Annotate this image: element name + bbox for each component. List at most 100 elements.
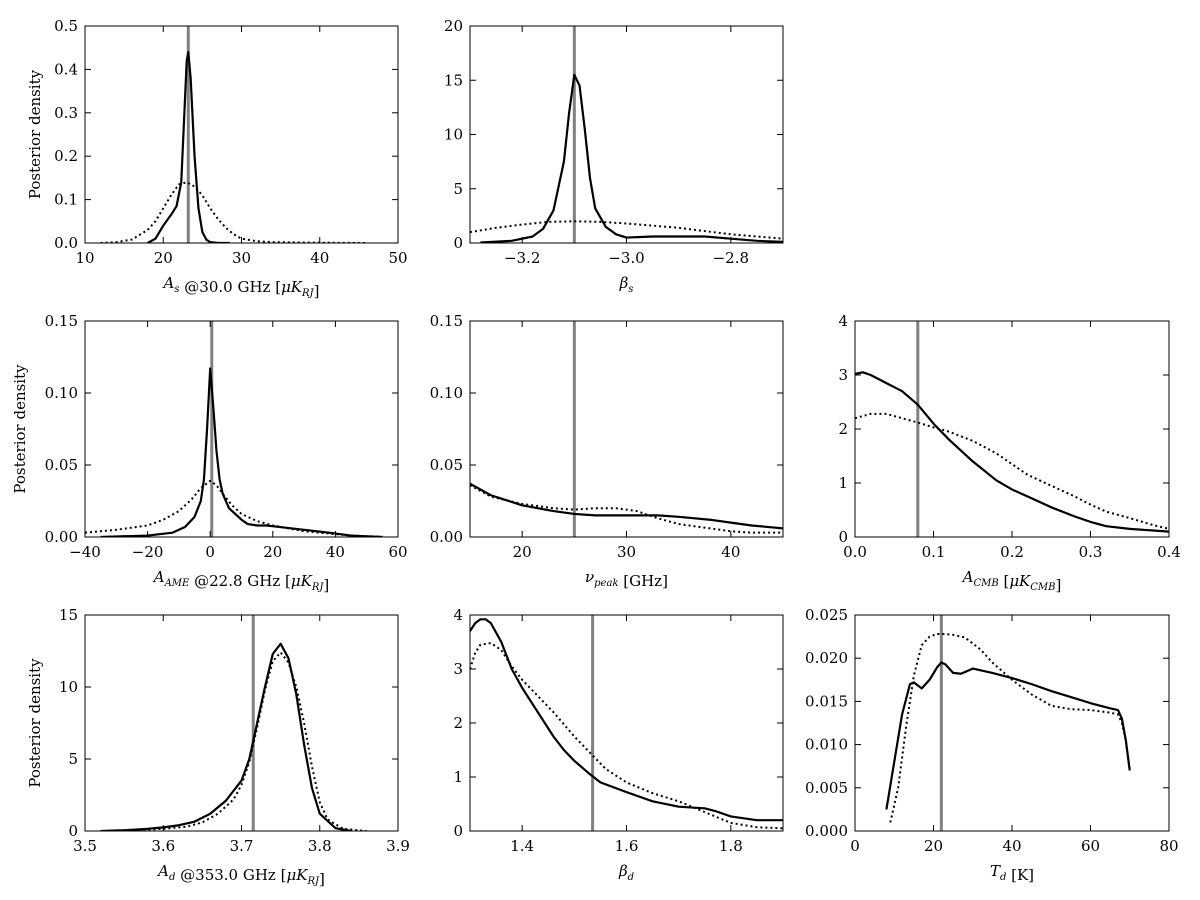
y-tick-label: 0.00 <box>430 528 463 546</box>
x-tick-label: 40 <box>721 543 740 561</box>
y-tick-label: 0.05 <box>45 456 78 474</box>
x-tick-label: 0 <box>850 837 860 855</box>
x-tick-label: 40 <box>326 543 345 561</box>
x-tick-label: 3.5 <box>73 837 97 855</box>
series-line-dotted <box>855 412 1169 530</box>
x-axis-label: νpeak [GHz] <box>585 568 668 590</box>
series-line-solid <box>855 371 1169 533</box>
x-tick-label: −3.2 <box>504 249 540 267</box>
axes-frame <box>84 614 399 832</box>
x-tick-label: 20 <box>924 837 943 855</box>
panel-5: 0.0 0.1 0.2 0.3 0.4 0 1 2 3 4 ACMB [μKCMB] <box>838 312 1180 594</box>
x-tick-label: 3.7 <box>230 837 254 855</box>
y-tick-label: 4 <box>838 312 848 330</box>
x-tick-label: 1.6 <box>615 837 639 855</box>
x-tick-label: 0.4 <box>1157 543 1181 561</box>
y-tick-label: 15 <box>59 606 78 624</box>
x-tick-label: 1.8 <box>719 837 743 855</box>
series-line-solid <box>100 642 352 831</box>
y-tick-label: 3 <box>453 660 463 678</box>
series-line-dotted <box>100 181 367 243</box>
x-tick-label: 0.2 <box>1000 543 1024 561</box>
series-line-dotted <box>470 484 783 534</box>
y-tick-label: 1 <box>838 474 848 492</box>
y-axis-label: Posterior density <box>26 69 44 199</box>
series-line-dotted <box>470 220 783 240</box>
x-axis-label: ACMB [μKCMB] <box>961 568 1062 594</box>
x-tick-label: 0 <box>205 543 215 561</box>
y-tick-label: 0 <box>453 822 463 840</box>
y-tick-label: 0.0 <box>54 234 78 252</box>
y-tick-label: 0.2 <box>54 147 78 165</box>
series-line-solid <box>470 482 783 530</box>
y-tick-label: 0.5 <box>54 17 78 35</box>
x-axis-label: βd <box>618 862 634 883</box>
y-tick-label: 10 <box>444 126 463 144</box>
y-tick-label: 0.3 <box>54 104 78 122</box>
panel-2: −3.2 −3.0 −2.8 0 5 10 15 20 βs <box>444 17 784 295</box>
x-tick-label: 60 <box>388 543 407 561</box>
y-tick-label: 0.015 <box>805 692 848 710</box>
y-tick-label: 0.000 <box>805 822 848 840</box>
x-tick-label: 20 <box>513 543 532 561</box>
x-tick-label: −3.0 <box>608 249 644 267</box>
x-tick-label: 0.0 <box>843 543 867 561</box>
panel-6: 3.5 3.6 3.7 3.8 3.9 0 5 10 15 Ad @353.0 GHz [μKRJ… <box>26 606 410 888</box>
y-tick-label: 15 <box>444 71 463 89</box>
y-tick-label: 1 <box>453 768 463 786</box>
y-tick-label: 0.020 <box>805 649 848 667</box>
y-axis-label: Posterior density <box>26 658 44 788</box>
y-tick-label: 4 <box>453 606 463 624</box>
x-tick-label: 60 <box>1081 837 1100 855</box>
series-line-solid <box>885 661 1131 810</box>
x-axis-label: Ad @353.0 GHz [μKRJ] <box>156 862 325 888</box>
series-line-solid <box>147 50 230 243</box>
x-tick-label: 0.1 <box>922 543 946 561</box>
axes-frame <box>469 614 784 832</box>
series-line-dotted <box>85 479 383 537</box>
series-line-dotted <box>108 651 367 831</box>
panel-3: −40 −20 0 20 40 60 0.00 0.05 0.10 0.15 AAME @22.8 … <box>11 312 408 594</box>
y-tick-label: 2 <box>838 420 848 438</box>
x-tick-label: 40 <box>1002 837 1021 855</box>
x-tick-label: −2.8 <box>713 249 749 267</box>
x-axis-label: Td [K] <box>990 862 1034 884</box>
y-tick-label: 3 <box>838 366 848 384</box>
axes-frame <box>84 320 399 538</box>
y-tick-label: 0.1 <box>54 191 78 209</box>
x-tick-label: 50 <box>388 249 407 267</box>
x-tick-label: −40 <box>69 543 101 561</box>
series-line-dotted <box>889 633 1131 823</box>
series-line-dotted <box>470 642 783 830</box>
x-tick-label: 3.8 <box>308 837 332 855</box>
y-tick-label: 10 <box>59 678 78 696</box>
x-tick-label: 0.3 <box>1079 543 1103 561</box>
x-tick-label: −20 <box>132 543 164 561</box>
panel-7: 1.4 1.6 1.8 0 1 2 3 4 βd <box>453 606 784 883</box>
x-tick-label: 3.6 <box>151 837 175 855</box>
panel-4: 20 30 40 0.00 0.05 0.10 0.15 νpeak [GHz] <box>430 312 784 590</box>
x-tick-label: 30 <box>617 543 636 561</box>
y-tick-label: 0.15 <box>45 312 78 330</box>
x-tick-label: 3.9 <box>386 837 410 855</box>
x-axis-label: AAME @22.8 GHz [μKRJ] <box>152 568 330 594</box>
series-line-solid <box>470 618 783 822</box>
x-tick-label: 10 <box>75 249 94 267</box>
y-tick-label: 0.010 <box>805 736 848 754</box>
y-tick-label: 0.05 <box>430 456 463 474</box>
axes-frame <box>84 25 399 244</box>
y-tick-label: 5 <box>453 180 463 198</box>
x-axis-label: As @30.0 GHz [μKRJ] <box>162 274 320 300</box>
x-tick-label: 20 <box>263 543 282 561</box>
y-tick-label: 0.005 <box>805 779 848 797</box>
x-tick-label: 1.4 <box>510 837 534 855</box>
panel-8: 0 20 40 60 80 0.000 0.005 0.010 0.015 0.020 0.025 T… <box>805 606 1179 884</box>
y-tick-label: 0.10 <box>430 384 463 402</box>
axes-frame <box>854 320 1170 538</box>
y-tick-label: 0.00 <box>45 528 78 546</box>
x-tick-label: 40 <box>310 249 329 267</box>
axes-frame <box>469 25 784 244</box>
x-axis-label: βs <box>619 274 634 295</box>
y-tick-label: 2 <box>453 714 463 732</box>
